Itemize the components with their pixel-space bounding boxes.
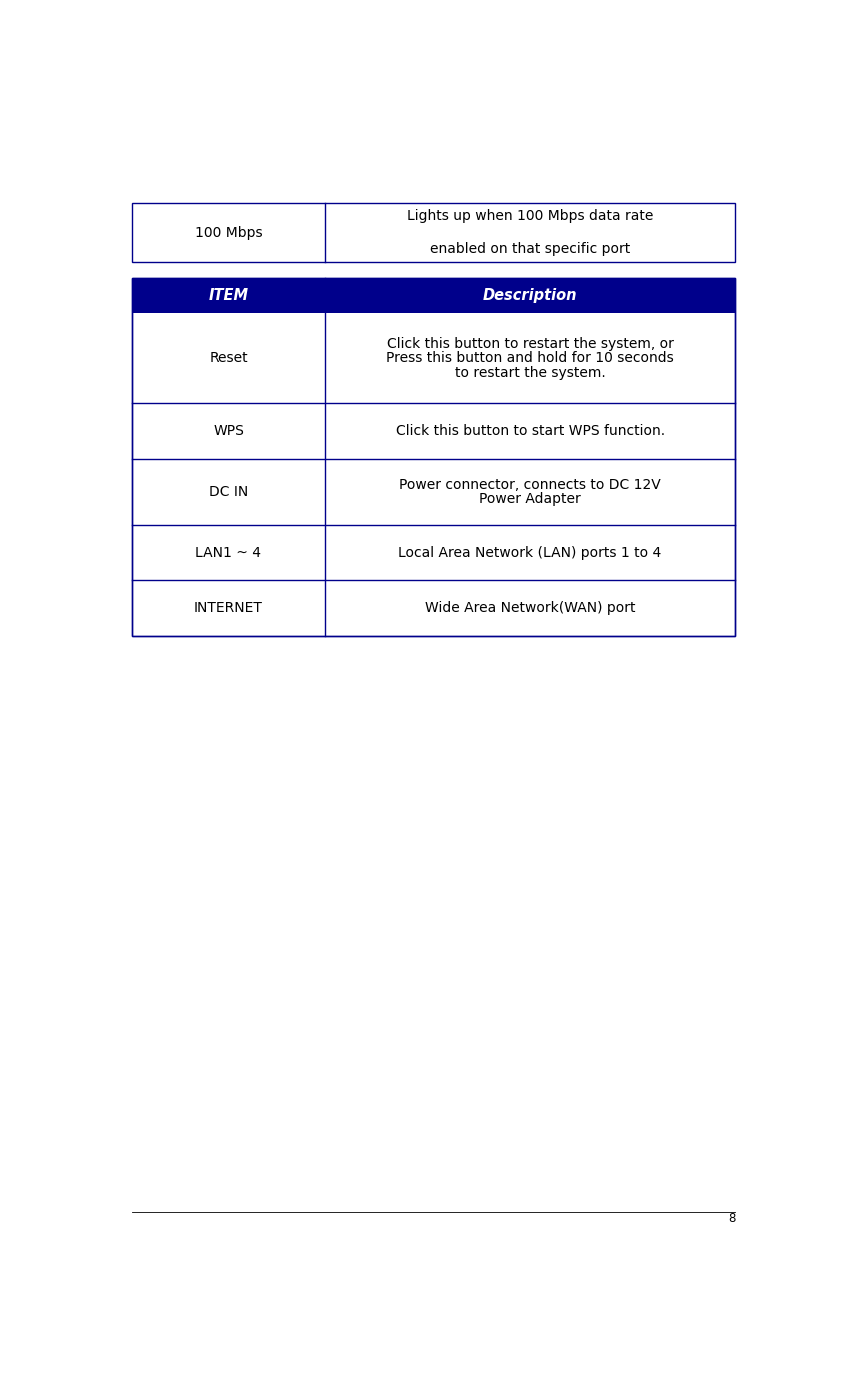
Text: Reset: Reset: [209, 351, 248, 365]
Text: to restart the system.: to restart the system.: [454, 365, 606, 379]
Text: Power Adapter: Power Adapter: [479, 492, 581, 506]
Text: Press this button and hold for 10 seconds: Press this button and hold for 10 second…: [387, 351, 674, 365]
Text: DC IN: DC IN: [209, 485, 248, 499]
Text: Lights up when 100 Mbps data rate: Lights up when 100 Mbps data rate: [407, 209, 653, 223]
Text: enabled on that specific port: enabled on that specific port: [430, 242, 630, 256]
Text: Click this button to restart the system, or: Click this button to restart the system,…: [387, 336, 673, 351]
Text: Local Area Network (LAN) ports 1 to 4: Local Area Network (LAN) ports 1 to 4: [398, 545, 662, 560]
Bar: [132, 203, 735, 261]
Bar: [132, 278, 735, 636]
Text: WPS: WPS: [213, 425, 244, 438]
Text: LAN1 ~ 4: LAN1 ~ 4: [195, 545, 261, 560]
Text: Wide Area Network(WAN) port: Wide Area Network(WAN) port: [425, 600, 635, 615]
Text: Click this button to start WPS function.: Click this button to start WPS function.: [396, 425, 665, 438]
Bar: [132, 278, 735, 313]
Text: INTERNET: INTERNET: [194, 600, 263, 615]
Bar: [132, 278, 735, 636]
Text: 100 Mbps: 100 Mbps: [195, 225, 262, 239]
Text: 8: 8: [728, 1212, 735, 1224]
Text: Description: Description: [483, 288, 577, 303]
Text: Power connector, connects to DC 12V: Power connector, connects to DC 12V: [399, 477, 661, 491]
Text: ITEM: ITEM: [208, 288, 249, 303]
